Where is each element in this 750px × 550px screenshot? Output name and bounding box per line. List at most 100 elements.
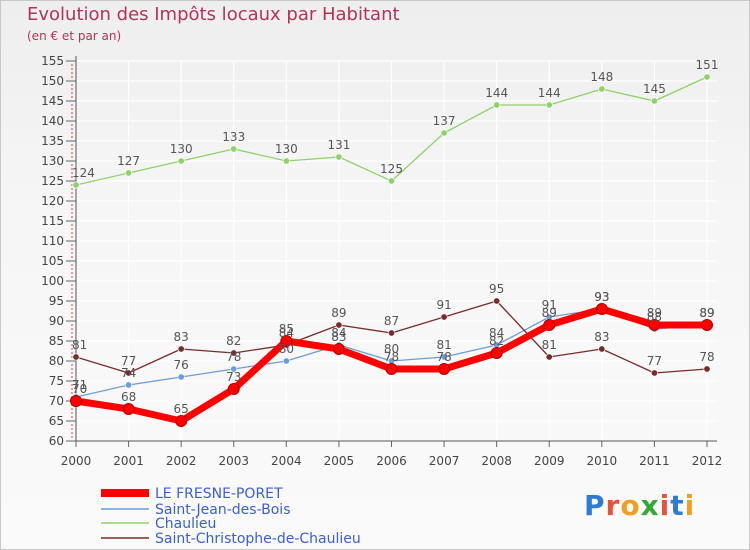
data-label: 151 (696, 58, 719, 72)
y-tick-label: 120 (41, 194, 64, 208)
data-label: 74 (121, 366, 136, 380)
y-tick-label: 140 (41, 114, 64, 128)
data-label: 145 (643, 82, 666, 96)
data-point (332, 343, 345, 355)
data-point (335, 153, 343, 161)
data-point (701, 319, 713, 331)
data-point (545, 101, 553, 109)
data-label: 78 (384, 350, 399, 364)
data-label: 144 (538, 86, 561, 100)
grid (75, 60, 717, 442)
logo-letter: o (620, 489, 641, 522)
data-point (438, 363, 451, 375)
data-label: 84 (279, 326, 294, 340)
data-point (227, 383, 240, 395)
logo-letter: i (659, 489, 671, 522)
x-tick-label: 2004 (271, 454, 302, 468)
x-tick-label: 2011 (639, 454, 670, 468)
data-label: 76 (174, 358, 189, 372)
data-label: 77 (121, 354, 136, 368)
data-point (703, 73, 711, 81)
data-label: 130 (170, 142, 193, 156)
y-tick-label: 110 (41, 234, 64, 248)
data-point (280, 335, 293, 347)
data-label: 80 (279, 342, 294, 356)
legend-label: Chaulieu (155, 516, 216, 532)
y-tick-label: 85 (49, 334, 64, 348)
data-label: 89 (331, 306, 346, 320)
data-point (650, 369, 658, 377)
data-label: 82 (226, 334, 241, 348)
data-label: 65 (174, 402, 189, 416)
x-tick-label: 2010 (587, 454, 618, 468)
legend-label: Saint-Christophe-de-Chaulieu (155, 531, 361, 547)
y-tick-label: 90 (49, 314, 64, 328)
data-point (177, 345, 185, 353)
y-tick-label: 75 (49, 374, 64, 388)
data-label: 77 (647, 354, 662, 368)
data-label: 131 (327, 138, 350, 152)
logo-letter: i (684, 489, 696, 522)
data-label: 95 (489, 282, 504, 296)
y-tick-label: 145 (41, 94, 64, 108)
data-point (490, 347, 503, 359)
data-point (125, 369, 133, 377)
y-tick-label: 150 (41, 74, 64, 88)
data-label: 78 (699, 350, 714, 364)
data-label: 137 (433, 114, 456, 128)
data-label: 130 (275, 142, 298, 156)
data-point (493, 297, 501, 305)
data-point (493, 101, 501, 109)
data-point (282, 157, 290, 165)
y-tick-label: 135 (41, 134, 64, 148)
proxiti-logo: Proxiti (584, 489, 695, 522)
legend-label: Saint-Jean-des-Bois (155, 502, 291, 518)
data-point (125, 169, 133, 177)
data-label: 73 (226, 370, 241, 384)
data-point (70, 395, 82, 407)
data-point (122, 403, 135, 415)
y-tick-label: 100 (41, 274, 64, 288)
data-label: 91 (436, 298, 451, 312)
logo-letter: t (670, 489, 685, 522)
data-label: 78 (436, 350, 451, 364)
data-label: 78 (226, 350, 241, 364)
data-point (598, 85, 606, 93)
data-label: 89 (542, 306, 557, 320)
data-label: 89 (699, 306, 714, 320)
data-label: 144 (485, 86, 508, 100)
data-label: 81 (542, 338, 557, 352)
logo-letter: r (605, 489, 621, 522)
data-label: 81 (436, 338, 451, 352)
data-point (650, 97, 658, 105)
data-label: 70 (72, 382, 87, 396)
legend: LE FRESNE-PORETSaint-Jean-des-BoisChauli… (101, 486, 361, 547)
y-tick-label: 115 (41, 214, 64, 228)
data-label: 83 (331, 330, 346, 344)
data-label: 84 (331, 326, 346, 340)
data-point (545, 353, 553, 361)
data-point (440, 129, 448, 137)
data-point (387, 329, 395, 337)
data-label: 124 (72, 166, 95, 180)
data-point (125, 381, 133, 389)
data-label: 88 (647, 310, 662, 324)
data-label: 93 (594, 290, 609, 304)
x-tick-label: 2000 (61, 454, 92, 468)
data-label: 85 (279, 322, 294, 336)
data-label: 125 (380, 162, 403, 176)
data-label: 133 (222, 130, 245, 144)
data-point (72, 181, 80, 189)
data-point (543, 319, 556, 331)
x-tick-label: 2007 (429, 454, 460, 468)
data-point (230, 365, 238, 373)
data-point (385, 363, 398, 375)
data-point (282, 357, 290, 365)
series-lines (70, 73, 713, 427)
logo-letter: P (584, 489, 606, 522)
data-point (335, 321, 343, 329)
y-tick-label: 70 (49, 394, 64, 408)
data-point (230, 145, 238, 153)
data-point (440, 313, 448, 321)
